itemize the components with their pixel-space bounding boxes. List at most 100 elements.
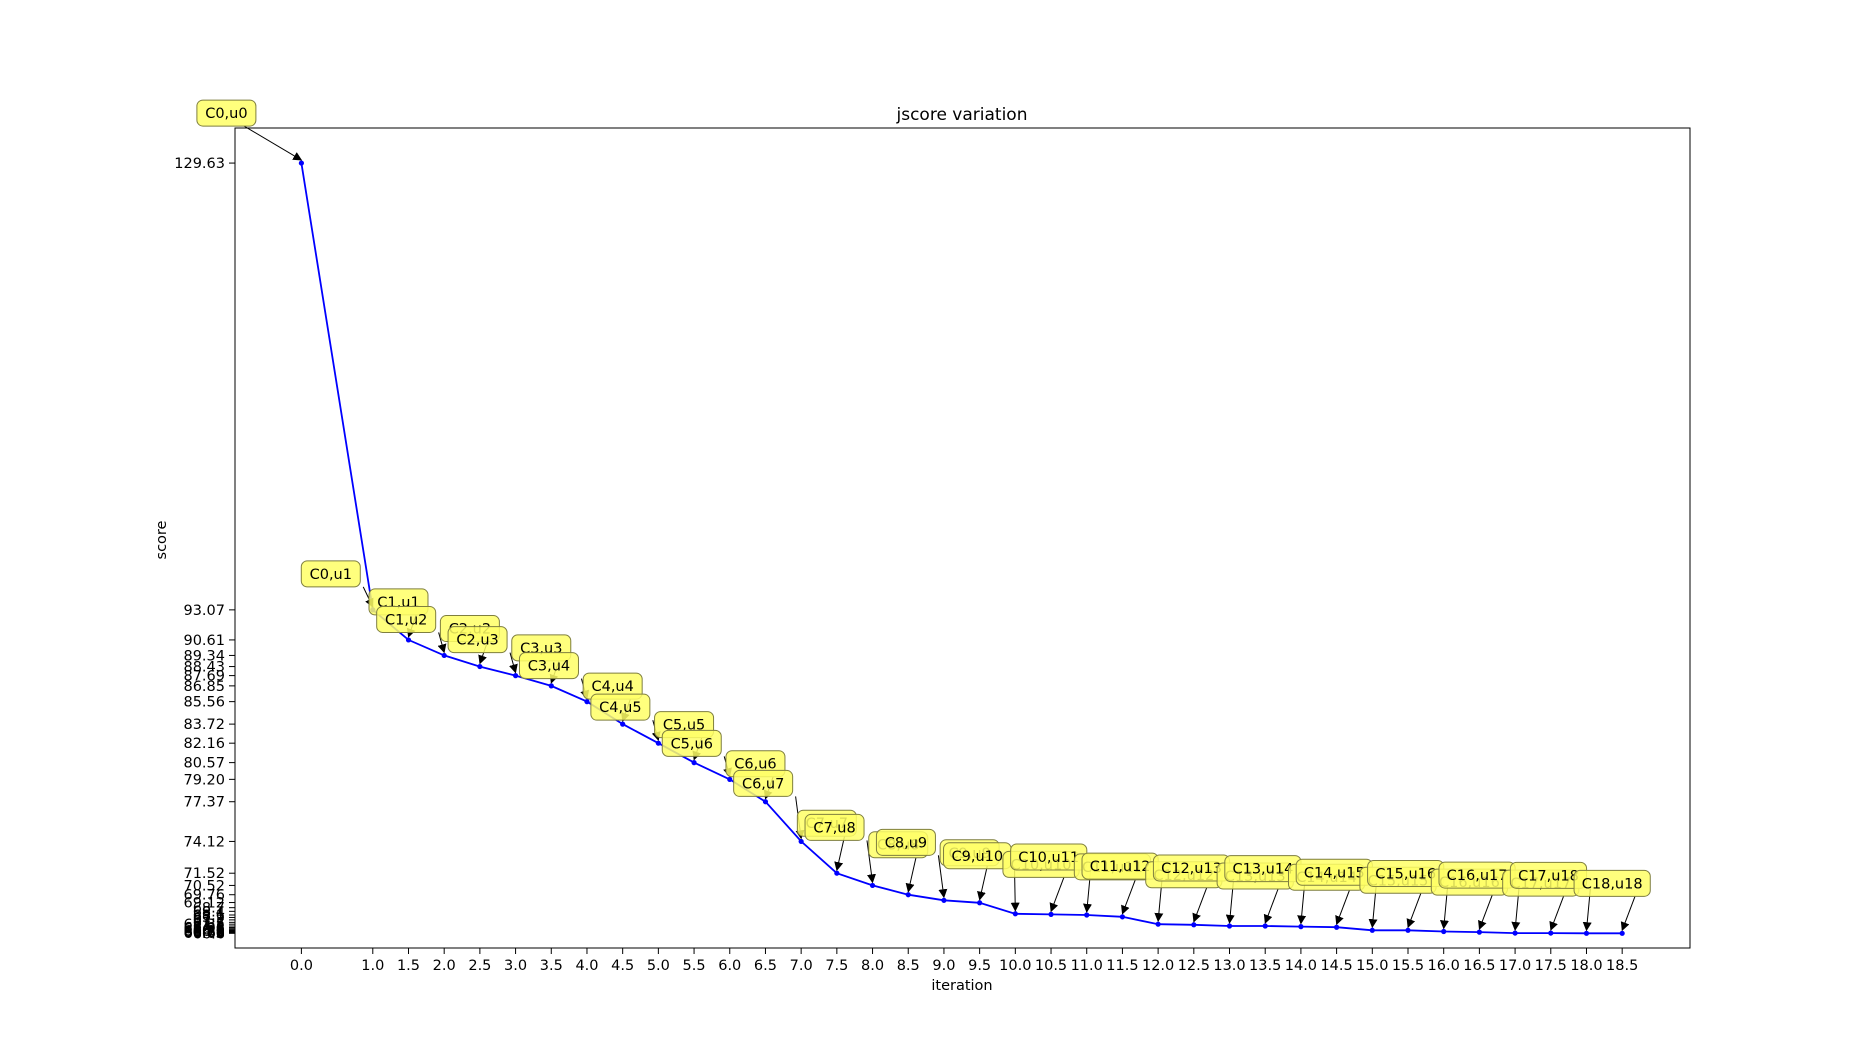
data-point — [691, 760, 697, 766]
annotation-arrow — [1335, 890, 1350, 926]
data-point — [655, 740, 661, 746]
data-point — [1476, 929, 1482, 935]
annotation-label: C6,u6 — [734, 757, 776, 773]
annotation-0: C0,u0 — [196, 99, 303, 161]
data-point — [905, 892, 911, 898]
y-tick-label: 67.9 — [193, 910, 225, 926]
data-point — [834, 870, 840, 876]
x-tick-label: 13.0 — [1213, 958, 1245, 974]
y-tick-label: 69.76 — [183, 888, 225, 904]
data-point — [1369, 927, 1375, 933]
y-tick-label: 66.76 — [183, 924, 225, 940]
annotation-arrow — [509, 652, 518, 674]
x-tick-label: 2.0 — [433, 958, 456, 974]
annotation-label: C5,u6 — [671, 736, 713, 752]
annotation-7: C3,u4 — [518, 652, 590, 700]
annotation-box — [1573, 869, 1651, 897]
y-tick-label: 67.7 — [193, 913, 225, 929]
annotation-33: C16,u17 — [1438, 861, 1521, 931]
annotation-arrow — [834, 836, 846, 872]
x-tick-label: 3.0 — [504, 958, 527, 974]
annotation-label: C18,u18 — [1582, 876, 1643, 892]
x-tick-label: 10.5 — [1035, 958, 1067, 974]
y-tick-label: 83.72 — [183, 717, 225, 733]
data-point — [548, 683, 554, 689]
annotation-arrow — [1049, 877, 1065, 913]
annotation-arrow — [937, 855, 948, 899]
y-tick-label: 79.20 — [183, 772, 225, 788]
data-point — [1512, 930, 1518, 936]
y-tick-label: 67.2 — [193, 919, 225, 935]
y-tick-label: 66.98 — [183, 922, 225, 938]
x-tick-label: 4.5 — [611, 958, 634, 974]
x-tick-label: 5.0 — [647, 958, 670, 974]
data-point — [762, 799, 769, 805]
annotation-11: C5,u6 — [661, 729, 732, 778]
y-tick-label: 67.35 — [183, 917, 225, 933]
annotation-8: C4,u4 — [582, 672, 643, 722]
x-tick-label: 12.0 — [1142, 958, 1174, 974]
annotation-group: C0,u0C0,u1C1,u1C1,u2C2,u2C2,u3C3,u3C3,u4… — [196, 99, 1651, 932]
x-axis-title: iteration — [931, 978, 992, 994]
y-tick-label: 66.8 — [193, 924, 225, 940]
series-group — [298, 160, 1625, 936]
y-tick-label: 93.07 — [183, 603, 225, 619]
data-point — [1155, 921, 1161, 927]
annotation-17: C8,u9 — [875, 828, 948, 899]
data-point — [1048, 911, 1054, 917]
annotation-box — [300, 560, 361, 588]
annotation-label: C6,u7 — [742, 776, 784, 792]
annotation-box — [447, 626, 508, 654]
data-point — [1548, 930, 1554, 936]
annotation-arrow — [1192, 887, 1208, 923]
x-tick-label: 0.0 — [290, 958, 313, 974]
annotation-3: C1,u2 — [376, 605, 447, 654]
x-tick-label: 9.5 — [968, 958, 991, 974]
annotation-5: C2,u3 — [447, 626, 518, 674]
annotation-15: C7,u8 — [804, 813, 876, 884]
data-point — [1119, 914, 1126, 920]
annotation-label: C7,u8 — [813, 820, 855, 836]
annotation-25: C12,u13 — [1152, 854, 1235, 924]
y-tick-label: 71.52 — [183, 866, 225, 882]
annotation-21: C10,u11 — [1010, 843, 1092, 913]
x-tick-label: 8.0 — [861, 958, 884, 974]
x-tick-label: 1.0 — [361, 958, 384, 974]
y-tick-label: 67.5 — [193, 915, 225, 931]
annotation-label: C12,u13 — [1161, 861, 1222, 877]
annotation-box — [661, 729, 722, 757]
annotation-label: C0,u0 — [205, 106, 247, 122]
annotation-arrow — [1406, 893, 1422, 929]
y-tick-label: 66.69 — [183, 925, 225, 941]
annotation-arrow — [243, 125, 303, 161]
x-tick-label: 5.5 — [683, 958, 706, 974]
annotation-arrow — [1263, 888, 1279, 924]
x-tick-label: 10.0 — [999, 958, 1031, 974]
y-tick-label: 68.4 — [193, 904, 225, 920]
x-tick-label: 16.5 — [1463, 958, 1495, 974]
y-tick-label: 87.69 — [183, 669, 225, 685]
x-tick-label: 6.0 — [718, 958, 741, 974]
y-tick-label: 82.16 — [183, 736, 225, 752]
y-tick-label: 69.12 — [183, 896, 225, 912]
annotation-label: C11,u12 — [1090, 859, 1151, 875]
x-tick-label: 1.5 — [397, 958, 420, 974]
annotation-label: C17,u18 — [1518, 868, 1579, 884]
x-tick-label: 14.5 — [1320, 958, 1352, 974]
x-tick-label: 6.5 — [754, 958, 777, 974]
data-point — [1441, 928, 1447, 935]
data-point — [584, 699, 590, 705]
x-tick-label: 16.0 — [1428, 958, 1460, 974]
data-point — [1262, 923, 1268, 929]
x-tick-label: 7.5 — [825, 958, 848, 974]
data-point — [512, 673, 519, 679]
y-tick-label: 77.37 — [183, 795, 225, 811]
annotation-13: C6,u7 — [733, 769, 805, 840]
x-tick-label: 17.0 — [1499, 958, 1531, 974]
annotation-label: C4,u5 — [599, 700, 641, 716]
annotation-label: C1,u2 — [385, 612, 427, 628]
data-point — [1191, 922, 1197, 928]
annotation-label: C10,u11 — [1018, 850, 1079, 866]
annotation-9: C4,u5 — [590, 693, 661, 742]
